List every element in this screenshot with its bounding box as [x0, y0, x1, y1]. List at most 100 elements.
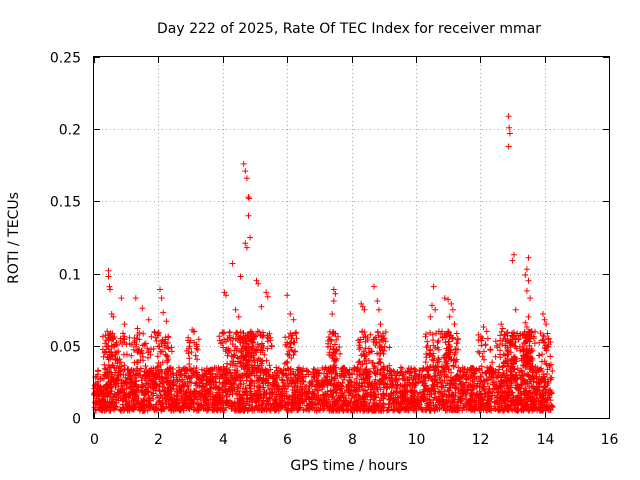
roti-point: [465, 386, 472, 393]
roti-point: [191, 406, 198, 412]
roti-point: [427, 400, 434, 407]
roti-point: [445, 398, 452, 405]
roti-point: [356, 368, 363, 375]
roti-point: [240, 372, 247, 379]
roti-point: [538, 365, 544, 372]
roti-point: [270, 401, 277, 408]
roti-point: [440, 367, 447, 374]
roti-point: [180, 383, 187, 390]
roti-point: [515, 384, 522, 391]
roti-point: [295, 367, 302, 374]
roti-point: [473, 391, 480, 398]
roti-point: [248, 385, 254, 392]
roti-point: [420, 365, 427, 372]
roti-point: [458, 385, 465, 392]
roti-point: [424, 402, 431, 409]
x-tick-label: 4: [219, 432, 228, 448]
roti-point: [457, 367, 464, 374]
roti-point: [334, 383, 341, 389]
roti-point: [320, 398, 327, 405]
roti-point: [404, 396, 411, 403]
roti-point: [124, 351, 130, 358]
roti-point: [383, 385, 390, 392]
roti-point: [160, 388, 167, 395]
x-tick-label: 10: [408, 432, 426, 448]
roti-point: [411, 393, 418, 400]
roti-point: [386, 383, 393, 390]
roti-point: [212, 384, 219, 390]
roti-point: [491, 379, 498, 386]
roti-point: [319, 386, 325, 393]
roti-point: [534, 407, 541, 414]
roti-point: [401, 387, 408, 394]
roti-point: [185, 404, 191, 411]
roti-point: [106, 331, 113, 338]
roti-point: [548, 374, 555, 381]
roti-point: [464, 387, 470, 394]
roti-point: [124, 366, 131, 373]
y-tick-label: 0: [72, 412, 81, 428]
roti-point: [503, 395, 509, 402]
roti-point: [173, 370, 180, 377]
roti-point: [514, 365, 521, 372]
roti-point: [537, 405, 544, 412]
roti-point: [331, 386, 338, 393]
roti-point: [213, 383, 220, 390]
roti-point: [486, 388, 493, 395]
roti-point: [207, 367, 214, 374]
roti-point: [104, 393, 111, 400]
roti-point: [288, 365, 294, 372]
roti-point: [454, 404, 461, 411]
roti-point: [240, 400, 247, 407]
roti-point: [296, 405, 303, 412]
roti-point: [103, 381, 110, 388]
roti-point: [244, 398, 251, 405]
roti-point: [360, 370, 367, 377]
roti-point: [112, 357, 119, 363]
roti-point: [353, 391, 360, 398]
roti-point: [168, 386, 174, 393]
roti-point: [482, 391, 489, 398]
roti-point: [309, 401, 316, 408]
roti-point: [522, 385, 529, 392]
roti-point: [518, 381, 525, 388]
roti-point: [231, 399, 238, 406]
roti-point: [412, 374, 419, 381]
roti-point: [464, 399, 471, 406]
roti-point: [204, 406, 211, 413]
roti-point: [127, 378, 134, 385]
roti-point: [226, 402, 232, 409]
roti-point: [136, 367, 143, 374]
roti-point: [425, 375, 432, 382]
roti-point: [145, 380, 152, 387]
roti-point: [178, 406, 184, 413]
roti-point: [123, 386, 130, 392]
roti-point: [133, 397, 140, 404]
roti-point: [173, 388, 180, 395]
roti-point: [420, 382, 427, 389]
roti-point: [364, 379, 371, 386]
roti-point: [168, 407, 175, 414]
roti-point: [127, 373, 134, 380]
roti-point: [124, 381, 130, 388]
roti-point: [376, 397, 383, 404]
roti-point: [187, 390, 194, 397]
roti-point: [484, 400, 491, 407]
roti-point: [521, 378, 528, 385]
roti-point: [385, 404, 392, 411]
roti-point: [302, 406, 309, 413]
roti-point: [449, 381, 456, 387]
roti-point: [508, 389, 515, 396]
roti-point: [417, 390, 424, 397]
roti-point: [115, 348, 122, 355]
roti-point: [204, 388, 211, 395]
roti-point: [272, 397, 279, 404]
roti-point: [101, 387, 108, 394]
roti-point: [538, 393, 545, 400]
roti-point: [323, 373, 330, 380]
roti-point: [407, 382, 413, 389]
roti-point: [110, 336, 117, 343]
roti-point: [255, 402, 262, 409]
roti-point: [397, 370, 404, 376]
roti-point: [236, 401, 243, 408]
